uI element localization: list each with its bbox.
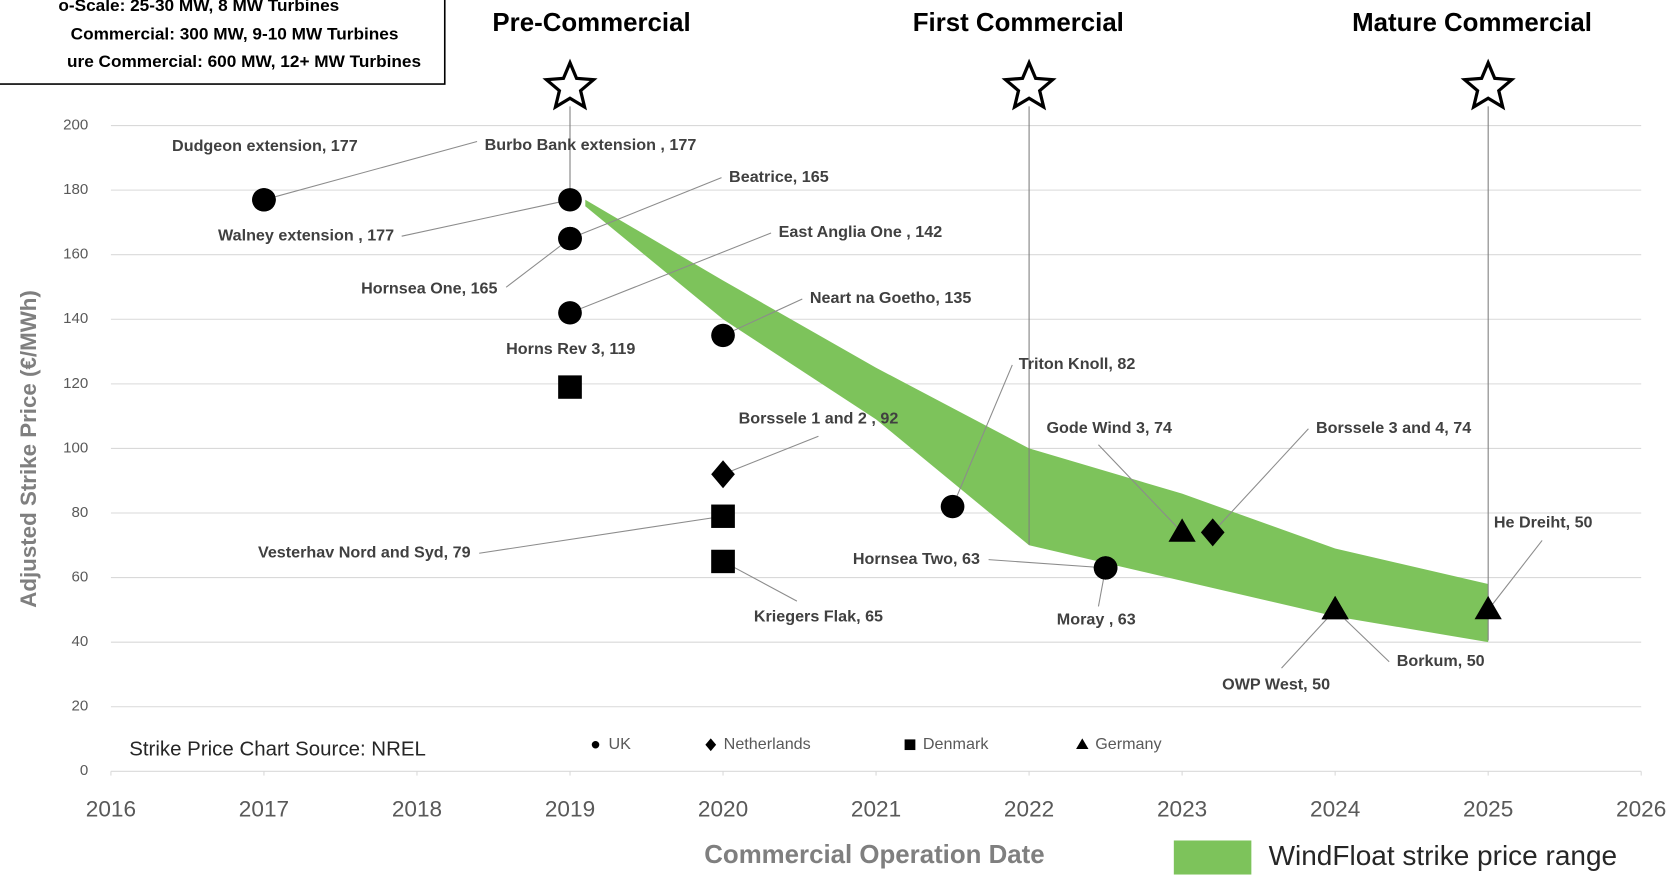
point-label: Kriegers Flak, 65 <box>754 607 883 625</box>
y-tick-label: 20 <box>72 698 89 715</box>
stage-star <box>1460 58 1516 111</box>
point-label: East Anglia One , 142 <box>779 223 943 241</box>
y-axis-label: Adjusted Strike Price (€/MWh) <box>16 290 41 608</box>
leader-line <box>479 515 724 554</box>
x-axis-label: Commercial Operation Date <box>704 841 1044 869</box>
point-label: Hornsea Two, 63 <box>853 550 980 568</box>
legend-label: UK <box>608 735 631 753</box>
x-tick-label: 2020 <box>698 797 748 822</box>
point <box>1321 595 1349 620</box>
point <box>940 494 965 519</box>
point <box>252 188 276 212</box>
band <box>585 199 1489 643</box>
legend-label: Denmark <box>923 735 989 753</box>
leader-line <box>569 177 722 240</box>
point-label: He Dreiht, 50 <box>1494 514 1593 532</box>
leader-line <box>263 140 478 201</box>
point <box>1168 518 1196 542</box>
point <box>711 323 735 348</box>
point <box>711 504 735 528</box>
leader-line <box>722 298 803 336</box>
point <box>1474 595 1502 620</box>
leader-line <box>1487 540 1543 611</box>
y-tick-label: 180 <box>63 181 88 198</box>
y-tick-label: 0 <box>80 762 88 779</box>
point <box>711 549 735 574</box>
source-note: Strike Price Chart Source: NREL <box>129 738 426 760</box>
stage-box-text: o-Scale: 25-30 MW, 8 MW Turbines <box>58 0 339 15</box>
leader-line <box>505 238 571 288</box>
x-tick-label: 2023 <box>1157 797 1207 822</box>
band-legend-label: WindFloat strike price range <box>1269 840 1618 871</box>
point-label: Beatrice, 165 <box>729 168 829 186</box>
point-label: Triton Knoll, 82 <box>1019 355 1136 373</box>
leader-line <box>722 560 798 602</box>
y-tick-label: 200 <box>63 117 88 134</box>
stage-box-text: ure Commercial: 600 MW, 12+ MW Turbines <box>67 52 421 71</box>
leader-line <box>722 435 819 475</box>
legend-label: Netherlands <box>724 735 811 753</box>
point-label: Walney extension , 177 <box>218 226 394 244</box>
point <box>558 375 582 399</box>
x-tick-label: 2019 <box>545 797 595 822</box>
band-legend-swatch <box>1173 840 1252 875</box>
point-label: Borkum, 50 <box>1397 652 1485 670</box>
legend-marker <box>591 741 600 749</box>
point-label: Borssele 1 and 2 , 92 <box>739 409 899 427</box>
x-tick-label: 2021 <box>851 797 901 822</box>
x-tick-label: 2026 <box>1616 797 1666 822</box>
point-label: OWP West, 50 <box>1222 675 1330 693</box>
legend-marker <box>705 738 717 752</box>
point <box>711 460 735 489</box>
leader-line <box>952 364 1013 507</box>
point-label: Burbo Bank extension , 177 <box>485 136 697 154</box>
point <box>1200 518 1225 547</box>
y-tick-label: 160 <box>63 246 88 263</box>
stage-star <box>542 58 598 111</box>
leader-line <box>569 232 772 314</box>
stage-title: Mature Commercial <box>1352 9 1592 37</box>
point-label: Hornsea One, 165 <box>361 280 497 298</box>
stage-title: Pre-Commercial <box>492 9 690 37</box>
leader-line <box>1098 444 1183 533</box>
y-tick-label: 140 <box>63 310 88 327</box>
point-label: Dudgeon extension, 177 <box>172 137 358 155</box>
stage-box <box>0 0 446 85</box>
leader-line <box>401 199 571 237</box>
stage-title: First Commercial <box>913 9 1124 37</box>
stage-box-text: Commercial: 300 MW, 9-10 MW Turbines <box>71 25 399 44</box>
point-label: Moray , 63 <box>1057 611 1136 629</box>
point-label: Neart na Goetho, 135 <box>810 289 972 307</box>
y-tick-label: 120 <box>63 375 88 392</box>
point <box>1093 556 1118 580</box>
legend-marker <box>904 739 916 751</box>
x-tick-label: 2018 <box>392 797 442 822</box>
x-tick-label: 2022 <box>1004 797 1054 822</box>
point-label: Vesterhav Nord and Syd, 79 <box>258 544 471 562</box>
legend-marker <box>1076 738 1089 749</box>
point <box>558 188 582 212</box>
point-label: Gode Wind 3, 74 <box>1046 419 1172 437</box>
leader-line <box>1281 609 1336 669</box>
y-tick-label: 40 <box>72 633 89 650</box>
stage-star <box>1001 58 1057 111</box>
y-tick-label: 100 <box>63 439 88 456</box>
x-tick-label: 2016 <box>86 797 136 822</box>
y-tick-label: 80 <box>72 504 89 521</box>
point <box>558 226 582 251</box>
x-tick-label: 2025 <box>1463 797 1513 822</box>
x-tick-label: 2024 <box>1310 797 1360 822</box>
leader-line <box>988 559 1106 569</box>
leader-line <box>1212 428 1309 533</box>
legend-label: Germany <box>1095 735 1161 753</box>
point <box>558 301 582 325</box>
x-tick-label: 2017 <box>239 797 289 822</box>
y-tick-label: 60 <box>72 569 89 586</box>
point-label: Horns Rev 3, 119 <box>506 340 635 358</box>
point-label: Borssele 3 and 4, 74 <box>1316 419 1471 437</box>
